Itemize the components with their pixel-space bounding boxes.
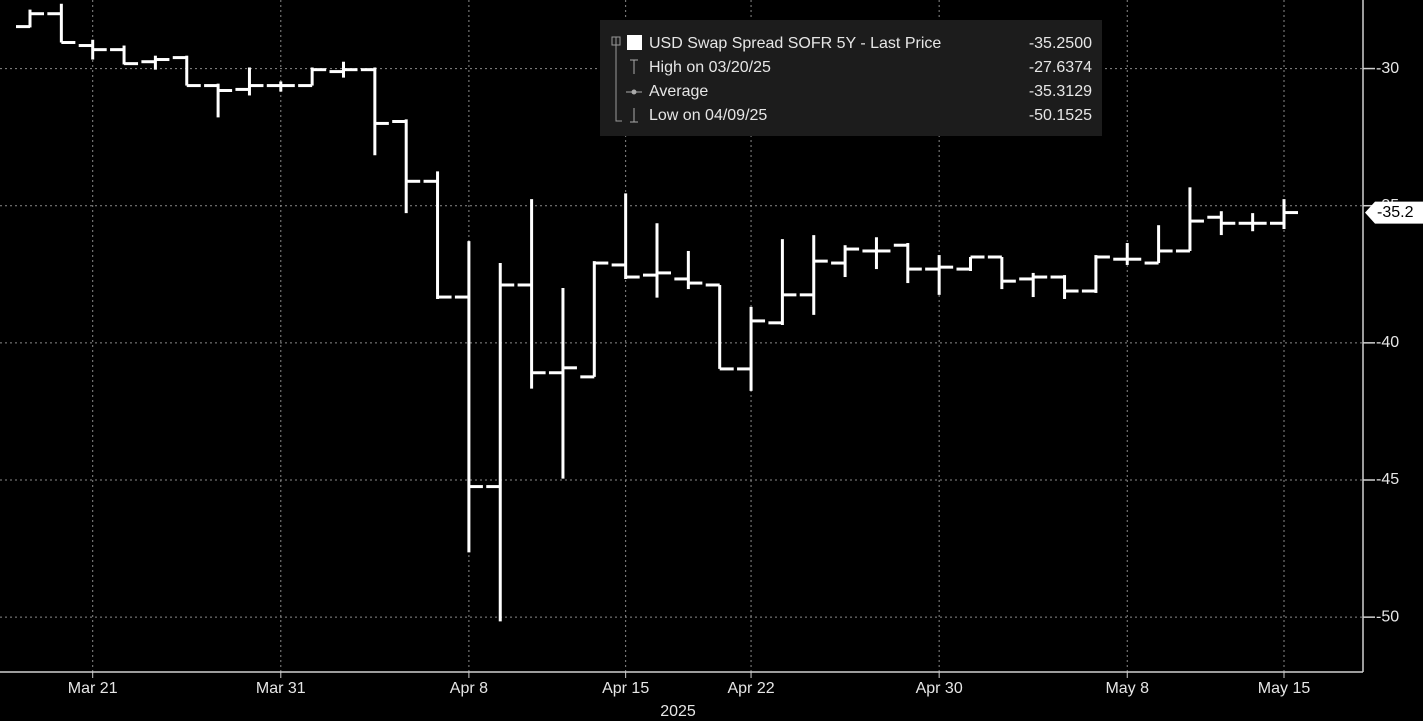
x-axis-label: 2025 — [660, 703, 696, 720]
legend-box — [600, 20, 1102, 136]
y-tick-label: -40 — [1376, 334, 1399, 351]
x-tick-label: Mar 31 — [256, 680, 306, 697]
x-tick-label: Mar 21 — [68, 680, 118, 697]
legend-high-icon — [630, 59, 638, 74]
legend-bracket — [615, 37, 622, 122]
x-tick-label: May 15 — [1258, 680, 1311, 697]
legend-name: High on 03/20/25 — [649, 59, 771, 76]
legend-swatch — [627, 35, 642, 50]
legend-average-dot — [631, 89, 637, 95]
grid — [0, 0, 1363, 672]
x-tick-label: May 8 — [1105, 680, 1149, 697]
legend-value: -27.6374 — [1029, 59, 1092, 76]
legend-name: Low on 04/09/25 — [649, 107, 767, 124]
y-tick-label: -50 — [1376, 608, 1399, 625]
x-tick-label: Apr 22 — [727, 680, 774, 697]
legend-value: -35.2500 — [1029, 35, 1092, 52]
legend-name: Average — [649, 83, 708, 100]
x-tick-label: Apr 30 — [916, 680, 963, 697]
legend-toggle — [611, 36, 621, 46]
x-tick-label: Apr 8 — [450, 680, 488, 697]
last-price-label: -35.2 — [1377, 204, 1414, 221]
legend-value: -35.3129 — [1029, 83, 1092, 100]
legend-value: -50.1525 — [1029, 107, 1092, 124]
y-tick-label: -45 — [1376, 471, 1399, 488]
x-tick-label: Apr 15 — [602, 680, 649, 697]
legend-low-icon — [630, 108, 638, 123]
legend-name: USD Swap Spread SOFR 5Y - Last Price — [649, 35, 941, 52]
legend: USD Swap Spread SOFR 5Y - Last Price -35.… — [600, 20, 1102, 136]
last-price-tag — [1365, 201, 1423, 224]
bars — [16, 3, 1298, 622]
y-tick-label: -30 — [1376, 60, 1399, 77]
